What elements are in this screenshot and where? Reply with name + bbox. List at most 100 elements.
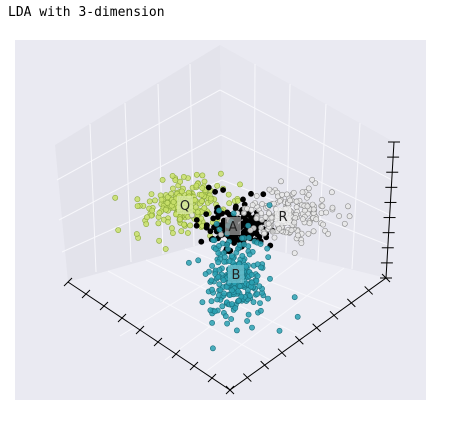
scatter-point-a: [232, 205, 239, 212]
scatter-point-b: [257, 300, 263, 306]
scatter-point-r: [313, 216, 320, 223]
scatter-point-q: [152, 197, 158, 204]
scatter-point-r: [258, 224, 264, 231]
scatter-point-q: [181, 221, 187, 228]
scatter-point-a: [256, 233, 263, 240]
scatter-point-b: [209, 319, 215, 326]
axis-tick: [260, 360, 270, 370]
scatter-point-r: [287, 197, 293, 204]
scatter-point-q: [177, 178, 183, 185]
scatter-point-b: [215, 259, 222, 266]
scatter-point-q: [214, 182, 221, 189]
scatter-point-q: [164, 218, 171, 225]
scatter-point-r: [265, 210, 272, 217]
axis-tick: [242, 373, 252, 382]
scatter-point-r: [253, 193, 260, 199]
scatter-point-q: [193, 182, 200, 189]
scatter-point-b: [239, 252, 246, 259]
scatter-point-b: [228, 316, 235, 322]
scatter-point-b: [213, 220, 220, 227]
scatter-point-a: [203, 211, 210, 217]
scatter-point-b: [267, 275, 273, 282]
scatter-point-r: [271, 234, 278, 241]
cluster-label-b: B: [232, 268, 241, 283]
scatter-point-b: [291, 294, 298, 301]
scatter-point-b: [219, 303, 226, 310]
scatter-point-b: [211, 308, 218, 315]
scatter-point-q: [178, 228, 185, 235]
scatter-point-b: [222, 313, 229, 320]
scatter-point-a: [193, 222, 200, 229]
grid-line: [107, 270, 271, 361]
scatter-point-b: [221, 258, 228, 265]
scatter-point-b: [250, 299, 257, 305]
scatter-point-q: [156, 209, 163, 216]
scatter-point-r: [279, 191, 285, 198]
scatter-point-r: [265, 220, 272, 227]
scatter-point-r: [259, 201, 265, 207]
scatter-point-q: [199, 185, 206, 191]
scatter-point-r: [341, 220, 348, 227]
scatter-point-q: [170, 199, 177, 205]
scatter-point-b: [228, 253, 235, 259]
scatter-point-b: [199, 299, 206, 306]
scatter-point-q: [169, 185, 176, 192]
scatter-point-r: [305, 185, 312, 192]
scatter-point-q: [226, 200, 233, 207]
grid-line: [351, 122, 361, 270]
scatter-point-q: [148, 191, 155, 197]
scatter-point-b: [216, 266, 223, 273]
scatter-point-r: [247, 227, 254, 234]
scatter-point-q: [162, 246, 169, 252]
scatter-point-q: [155, 220, 162, 227]
axis-tick: [135, 325, 145, 335]
scatter-point-b: [209, 345, 216, 352]
scatter-point-q: [198, 198, 205, 204]
scatter-point-q: [217, 170, 224, 177]
scatter-point-b: [257, 241, 264, 247]
scatter-point-a: [232, 234, 239, 241]
cluster-label-box-a: [225, 217, 241, 235]
axis-tick: [312, 323, 322, 333]
scatter-point-b: [216, 207, 222, 214]
scatter-point-r: [261, 230, 268, 237]
scatter-point-b: [217, 287, 224, 293]
scatter-point-b: [241, 241, 247, 248]
scatter-point-q: [133, 231, 140, 237]
scatter-point-b: [215, 250, 222, 256]
scatter-point-b: [244, 318, 250, 324]
scatter-point-r: [295, 232, 301, 239]
scatter-point-q: [180, 173, 187, 180]
scatter-point-q: [168, 225, 175, 232]
scatter-point-b: [246, 251, 253, 258]
scatter-point-b: [224, 241, 230, 248]
scatter-point-b: [235, 297, 242, 304]
scatter-point-b: [229, 287, 235, 294]
scatter-point-b: [254, 273, 261, 279]
scatter-point-q: [162, 206, 169, 213]
scatter-point-b: [216, 226, 223, 233]
scatter-point-r: [249, 202, 256, 208]
scatter-point-q: [234, 197, 241, 204]
scatter-point-r: [276, 198, 283, 204]
scatter-point-r: [323, 209, 329, 216]
scatter-point-q: [144, 214, 150, 221]
scatter-point-b: [265, 254, 272, 260]
scatter-point-b: [216, 281, 223, 288]
scatter-point-r: [291, 219, 298, 226]
scatter-point-b: [246, 292, 253, 299]
scatter-point-b: [254, 291, 261, 297]
scatter-point-r: [310, 206, 317, 213]
axis-tick: [294, 335, 304, 345]
cluster-labels: Q A R B: [177, 196, 291, 283]
scatter-point-b: [243, 263, 249, 270]
scatter-point-b: [208, 298, 215, 305]
grid-line: [61, 179, 223, 253]
scatter-point-r: [292, 214, 299, 221]
cluster-label-box-b: [228, 265, 244, 283]
scatter-point-b: [195, 257, 202, 264]
scatter-point-q: [178, 188, 185, 195]
grid-line: [157, 83, 164, 255]
scatter-point-r: [278, 178, 284, 185]
